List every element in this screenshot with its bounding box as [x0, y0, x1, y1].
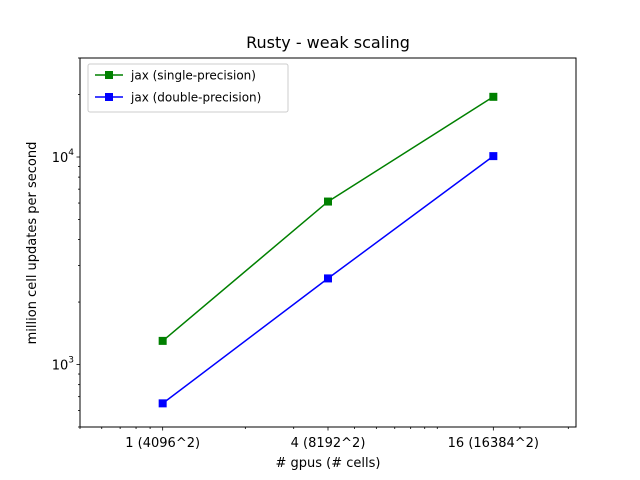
chart-legend: jax (single-precision) jax (double-precis…: [87, 63, 289, 113]
x-axis-ticks: 1 (4096^2) 4 (8192^2) 16 (16384^2): [79, 427, 569, 451]
data-point-1: [158, 336, 167, 345]
x-tick-label: 1 (4096^2): [125, 436, 200, 451]
y-axis-label: million cell updates per second: [25, 142, 40, 345]
x-tick-label: 16 (16384^2): [448, 436, 539, 451]
chart-title: Rusty - weak scaling: [246, 33, 410, 52]
x-axis-label: # gpus (# cells): [276, 456, 381, 471]
data-point-1: [324, 197, 332, 206]
data-point-2: [158, 399, 167, 408]
legend-marker: [105, 93, 113, 101]
legend-box: [87, 63, 289, 113]
data-point-2: [489, 152, 498, 161]
series-layer: [158, 92, 498, 408]
legend-label: jax (double-precision): [130, 91, 261, 105]
x-tick-label: 4 (8192^2): [291, 436, 366, 451]
legend-marker: [105, 71, 113, 79]
data-point-2: [324, 274, 332, 283]
data-point-1: [489, 92, 498, 101]
legend-label: jax (single-precision): [130, 69, 256, 83]
